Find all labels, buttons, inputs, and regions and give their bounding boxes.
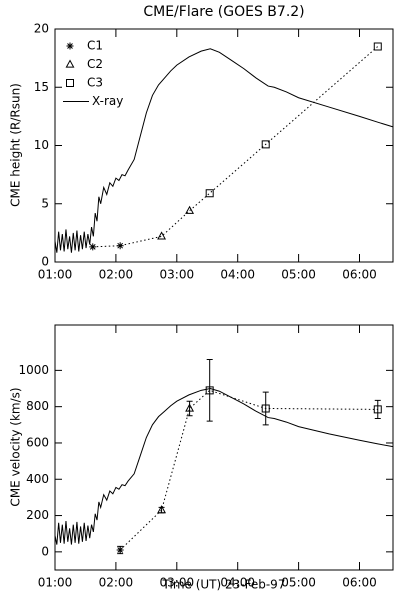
data-point [157,231,167,240]
y-tick-label: 1000 [18,363,49,377]
data-point [261,140,270,149]
x-tick-label: 04:00 [220,576,255,590]
data-point [116,242,124,250]
y-axis-label: CME velocity (km/s) [9,387,23,506]
x-tick-label: 03:00 [160,576,195,590]
xray-line [54,388,394,545]
data-point [185,205,195,214]
xray-line [54,48,394,253]
y-tick-label: 10 [34,138,49,152]
legend-marker [66,42,74,50]
y-tick-label: 800 [26,399,49,413]
x-tick-label: 05:00 [281,268,316,282]
y-tick-label: 20 [34,22,49,36]
plot-frame [54,28,394,263]
error-bar [262,391,269,426]
data-point [373,42,382,51]
x-tick-label: 05:00 [281,576,316,590]
cme-connector [92,46,379,248]
y-tick-label: 5 [41,196,49,210]
x-tick-label: 03:00 [160,268,195,282]
x-tick-label: 01:00 [38,576,73,590]
y-axis-label: CME height (R/Rsun) [9,83,23,207]
error-bar [206,358,213,422]
data-point [373,405,382,414]
data-point [185,403,195,412]
data-point [205,189,214,198]
x-tick-label: 02:00 [99,268,134,282]
y-tick-label: 0 [41,255,49,269]
y-tick-label: 200 [26,508,49,522]
x-tick-label: 04:00 [220,268,255,282]
data-point [157,505,167,514]
legend-label: C2 [87,57,103,71]
y-tick-label: 400 [26,472,49,486]
legend-label: C3 [87,76,103,90]
data-point [116,546,124,554]
x-tick-label: 02:00 [99,576,134,590]
legend-label: X-ray [92,94,123,108]
legend-marker [66,79,74,87]
plot-frame [54,324,394,571]
data-point [205,386,214,395]
chart-title: CME/Flare (GOES B7.2) [143,4,304,20]
x-tick-label: 06:00 [342,268,377,282]
x-tick-label: 06:00 [342,576,377,590]
x-axis-label: Time (UT) 23-Feb-97 [162,578,286,592]
error-bar [374,399,381,419]
x-tick-label: 01:00 [38,268,73,282]
y-tick-label: 600 [26,435,49,449]
data-point [261,404,270,413]
legend-marker [65,59,75,68]
y-tick-label: 15 [34,80,49,94]
y-tick-label: 0 [41,544,49,558]
legend-label: C1 [87,39,103,53]
data-point [89,243,97,251]
cme-connector [119,389,378,551]
